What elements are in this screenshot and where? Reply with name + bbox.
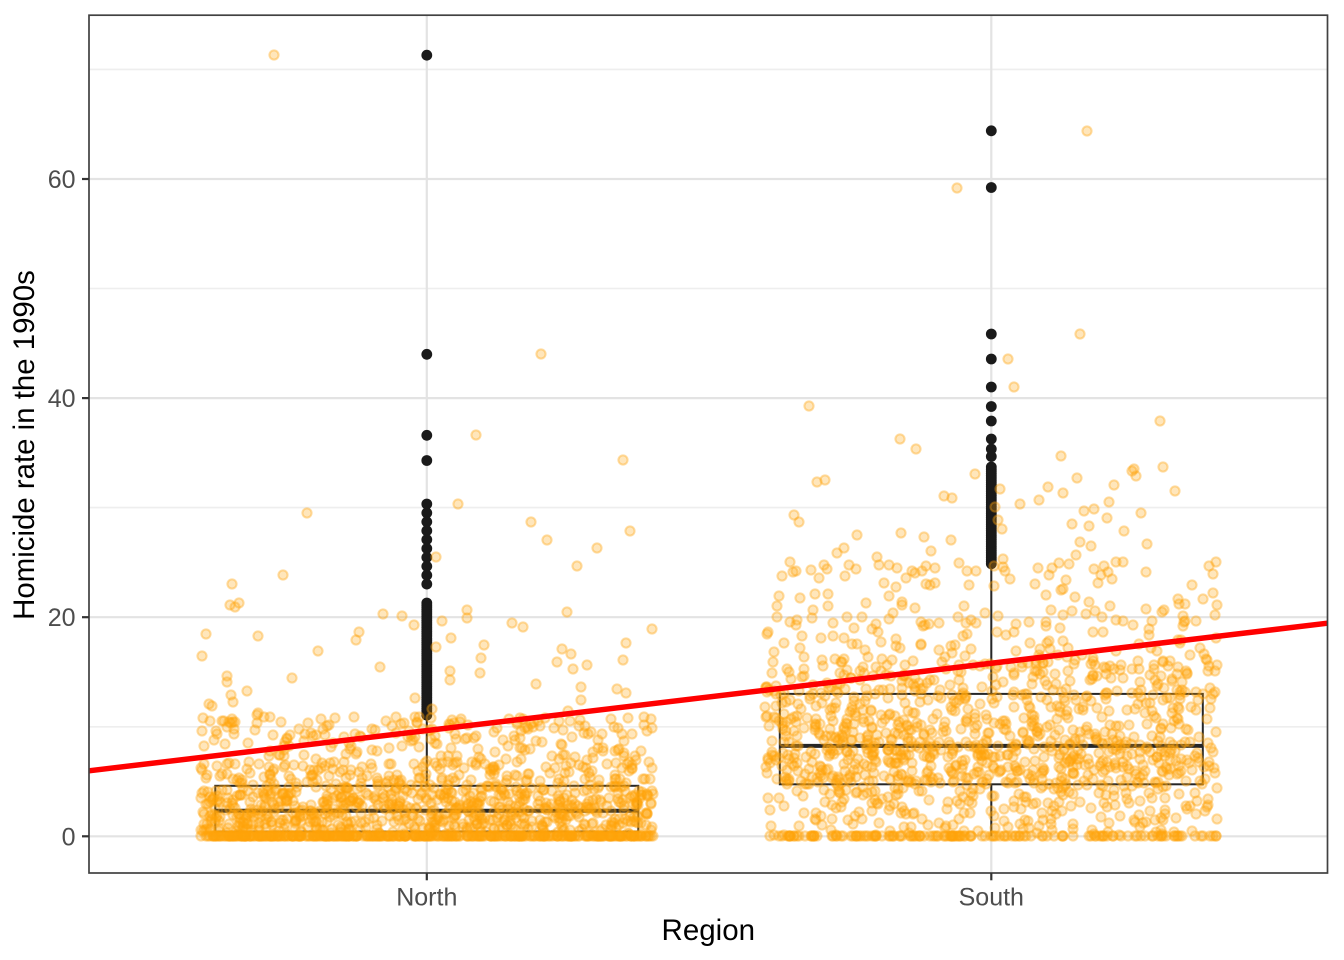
- svg-text:Region: Region: [662, 914, 755, 947]
- svg-text:60: 60: [48, 166, 76, 194]
- svg-text:0: 0: [62, 823, 76, 851]
- svg-text:Homicide rate in the 1990s: Homicide rate in the 1990s: [8, 270, 41, 620]
- svg-text:South: South: [959, 884, 1024, 912]
- svg-text:20: 20: [48, 604, 76, 632]
- svg-text:North: North: [396, 884, 457, 912]
- svg-text:40: 40: [48, 385, 76, 413]
